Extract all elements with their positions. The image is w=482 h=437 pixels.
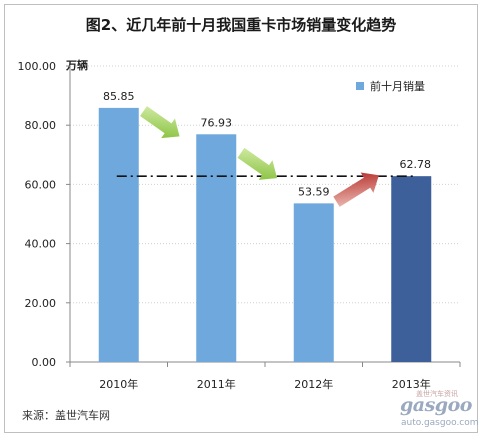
watermark-url: auto.gasgoo.com — [401, 418, 479, 428]
x-tick-label: 2013年 — [392, 377, 431, 391]
bar-2013年 — [391, 176, 432, 362]
bar-value-label: 85.85 — [103, 90, 135, 103]
arrow-down-2011-2012 — [237, 147, 278, 180]
arrow-up-2012-2013-shape — [333, 172, 379, 207]
labels: 0.00 20.00 40.00 60.00 80.00 100.00 85.85 2010年… — [18, 60, 432, 391]
arrow-up-2012-2013 — [333, 172, 379, 207]
y-tick-label: 80.00 — [25, 119, 57, 132]
arrow-down-2011-2012-shape — [237, 147, 278, 180]
trend-arrows — [140, 106, 379, 207]
source-note: 来源：盖世汽车网 — [22, 409, 110, 422]
bar-2012年 — [293, 203, 334, 362]
arrow-down-2010-2011-shape — [140, 106, 180, 139]
legend-swatch — [356, 82, 364, 90]
chart-legend: 前十月销量 — [356, 78, 425, 94]
gasgoo-watermark: 盖世汽车资讯 gasgoo auto.gasgoo.com — [380, 388, 480, 433]
bar-value-label: 76.93 — [201, 116, 233, 129]
y-tick-label: 100.00 — [18, 60, 57, 73]
bar-value-label: 62.78 — [400, 158, 432, 171]
legend-label: 前十月销量 — [370, 80, 425, 93]
bar-2011年 — [196, 134, 237, 362]
bar-value-label: 53.59 — [298, 185, 330, 198]
y-tick-label: 20.00 — [25, 297, 57, 310]
y-tick-label: 0.00 — [32, 356, 57, 369]
bar-2010年 — [98, 107, 139, 362]
x-tick-label: 2012年 — [294, 377, 333, 391]
gasgoo-logo: gasgoo — [400, 394, 472, 416]
y-tick-label: 40.00 — [25, 238, 57, 251]
arrow-down-2010-2011 — [140, 106, 180, 139]
chart-title: 图2、近几年前十月我国重卡市场销量变化趋势 — [85, 16, 397, 34]
x-tick-label: 2010年 — [99, 377, 138, 391]
watermark-cn-text: 盖世汽车资讯 — [416, 390, 458, 398]
bars — [98, 107, 432, 362]
x-tick-label: 2011年 — [197, 377, 236, 391]
y-tick-label: 60.00 — [25, 178, 57, 191]
